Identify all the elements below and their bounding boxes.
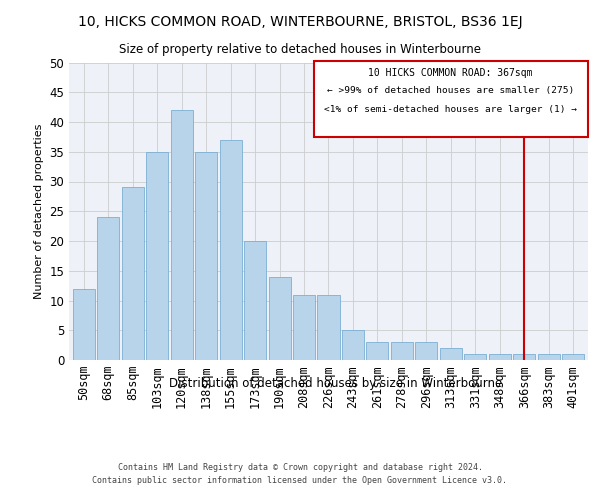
Bar (391, 342, 413, 360)
Text: <1% of semi-detached houses are larger (1) →: <1% of semi-detached houses are larger (… (324, 106, 577, 114)
Bar (440, 348, 462, 360)
Bar (317, 294, 340, 360)
Bar (146, 152, 168, 360)
Text: Contains HM Land Registry data © Crown copyright and database right 2024.
Contai: Contains HM Land Registry data © Crown c… (92, 463, 508, 485)
Bar (464, 354, 487, 360)
Bar (367, 342, 388, 360)
Text: Distribution of detached houses by size in Winterbourne: Distribution of detached houses by size … (169, 378, 503, 390)
Bar (269, 276, 290, 360)
Bar (342, 330, 364, 360)
Bar (314, 62, 587, 137)
Bar (514, 354, 535, 360)
Bar (195, 152, 217, 360)
Text: 10, HICKS COMMON ROAD, WINTERBOURNE, BRISTOL, BS36 1EJ: 10, HICKS COMMON ROAD, WINTERBOURNE, BRI… (77, 15, 523, 29)
Y-axis label: Number of detached properties: Number of detached properties (34, 124, 44, 299)
Bar (244, 241, 266, 360)
Bar (489, 354, 511, 360)
Bar (97, 217, 119, 360)
Text: 10 HICKS COMMON ROAD: 367sqm: 10 HICKS COMMON ROAD: 367sqm (368, 68, 533, 78)
Bar (170, 110, 193, 360)
Bar (538, 354, 560, 360)
Bar (562, 354, 584, 360)
Text: Size of property relative to detached houses in Winterbourne: Size of property relative to detached ho… (119, 42, 481, 56)
Bar (73, 288, 95, 360)
Text: ← >99% of detached houses are smaller (275): ← >99% of detached houses are smaller (2… (327, 86, 574, 96)
Bar (122, 188, 143, 360)
Bar (415, 342, 437, 360)
Bar (293, 294, 315, 360)
Bar (220, 140, 242, 360)
